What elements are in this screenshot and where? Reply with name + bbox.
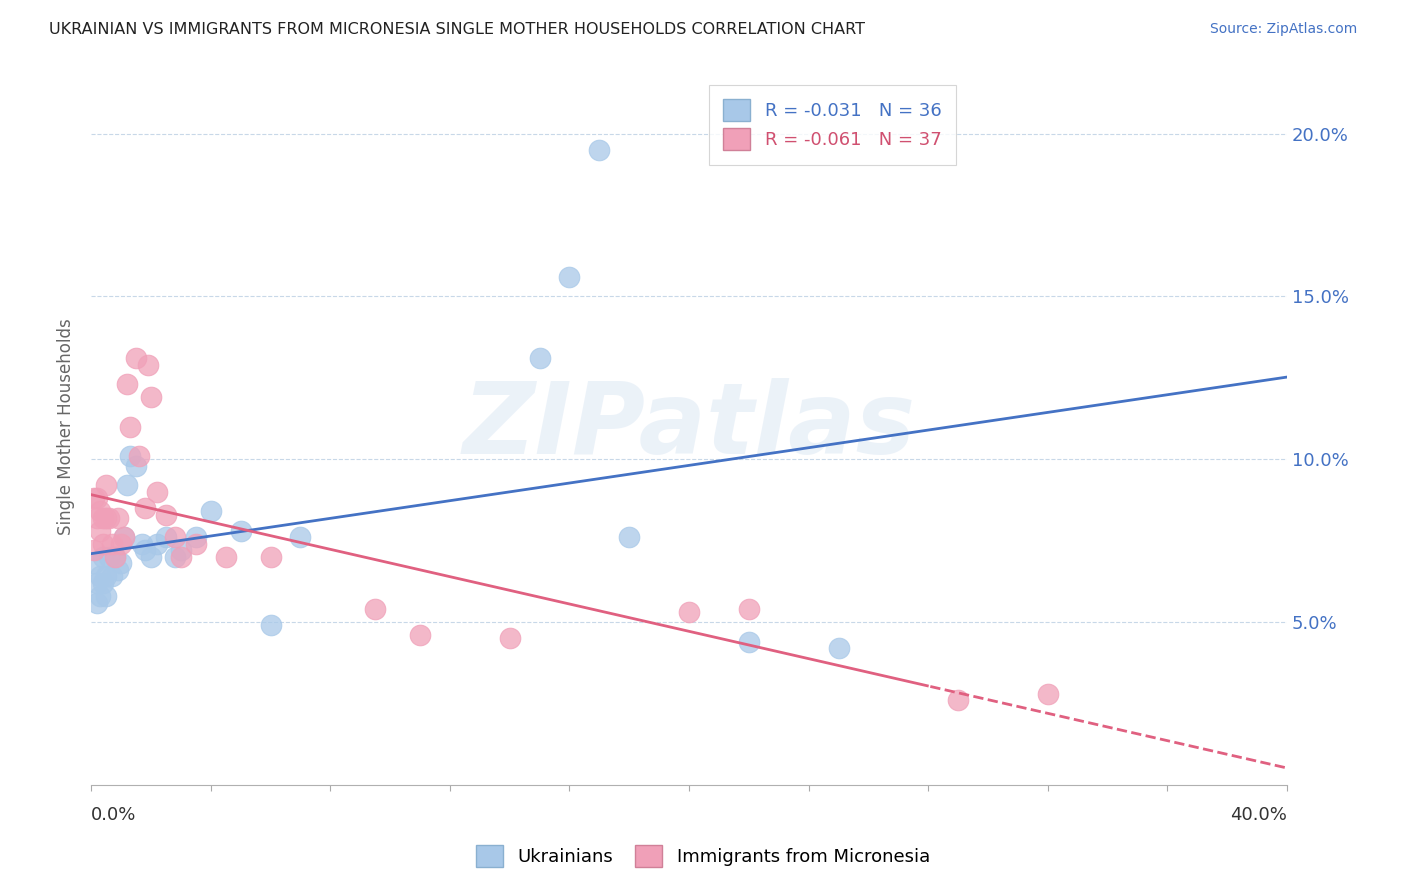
Point: [200, 504, 222, 518]
Point: [118, 449, 141, 463]
Point: [827, 641, 849, 656]
Point: [738, 634, 761, 648]
Point: [83, 491, 105, 506]
Point: [184, 530, 207, 544]
Point: [94, 589, 117, 603]
Point: [115, 478, 138, 492]
Point: [290, 530, 312, 544]
Point: [94, 478, 117, 492]
Point: [136, 358, 159, 372]
Point: [678, 605, 700, 619]
Point: [738, 602, 761, 616]
Point: [107, 563, 129, 577]
Point: [83, 557, 105, 571]
Point: [364, 602, 387, 616]
Point: [89, 569, 111, 583]
Y-axis label: Single Mother Households: Single Mother Households: [58, 318, 75, 535]
Point: [86, 595, 108, 609]
Point: [118, 419, 141, 434]
Point: [229, 524, 252, 538]
Point: [558, 269, 581, 284]
Text: ZIPatlas: ZIPatlas: [463, 378, 915, 475]
Point: [259, 549, 281, 564]
Point: [215, 549, 238, 564]
Point: [98, 549, 121, 564]
Point: [101, 537, 124, 551]
Point: [94, 569, 117, 583]
Text: UKRAINIAN VS IMMIGRANTS FROM MICRONESIA SINGLE MOTHER HOUSEHOLDS CORRELATION CHA: UKRAINIAN VS IMMIGRANTS FROM MICRONESIA …: [49, 22, 865, 37]
Point: [131, 537, 153, 551]
Point: [155, 508, 177, 522]
Point: [94, 511, 117, 525]
Point: [1036, 687, 1059, 701]
Point: [86, 491, 108, 506]
Point: [146, 484, 169, 499]
Point: [91, 537, 114, 551]
Legend: Ukrainians, Immigrants from Micronesia: Ukrainians, Immigrants from Micronesia: [470, 838, 936, 874]
Point: [946, 693, 969, 707]
Point: [588, 143, 610, 157]
Point: [104, 549, 127, 564]
Point: [170, 543, 193, 558]
Point: [110, 557, 132, 571]
Point: [139, 391, 162, 405]
Point: [112, 530, 135, 544]
Point: [155, 530, 177, 544]
Point: [184, 537, 207, 551]
Point: [134, 543, 156, 558]
Point: [104, 549, 127, 564]
Point: [89, 589, 111, 603]
Point: [89, 524, 111, 538]
Point: [619, 530, 641, 544]
Point: [98, 511, 121, 525]
Point: [86, 511, 108, 525]
Point: [107, 511, 129, 525]
Point: [91, 511, 114, 525]
Point: [112, 530, 135, 544]
Point: [128, 449, 150, 463]
Point: [91, 576, 114, 591]
Point: [91, 549, 114, 564]
Point: [125, 351, 148, 366]
Point: [86, 576, 108, 591]
Point: [163, 549, 186, 564]
Point: [101, 569, 124, 583]
Point: [170, 549, 193, 564]
Point: [125, 458, 148, 473]
Point: [115, 377, 138, 392]
Text: 40.0%: 40.0%: [1230, 806, 1286, 824]
Legend: R = -0.031   N = 36, R = -0.061   N = 37: R = -0.031 N = 36, R = -0.061 N = 37: [709, 85, 956, 165]
Point: [146, 537, 169, 551]
Text: 0.0%: 0.0%: [91, 806, 136, 824]
Point: [529, 351, 551, 366]
Point: [139, 549, 162, 564]
Point: [110, 537, 132, 551]
Point: [83, 543, 105, 558]
Point: [409, 628, 432, 642]
Point: [134, 501, 156, 516]
Point: [499, 632, 522, 646]
Point: [89, 504, 111, 518]
Text: Source: ZipAtlas.com: Source: ZipAtlas.com: [1209, 22, 1357, 37]
Point: [259, 618, 281, 632]
Point: [163, 530, 186, 544]
